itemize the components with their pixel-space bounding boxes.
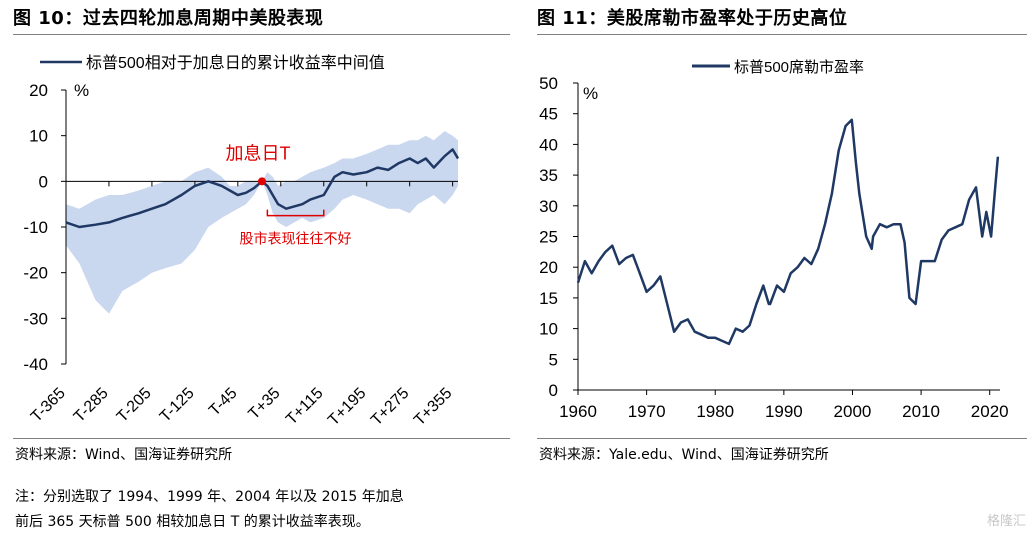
figure-11-title: 图 11：美股席勒市盈率处于历史高位 [537,8,848,29]
return-range-band [66,131,458,314]
y-tick-label: 15 [539,289,558,308]
x-tick-label: T+355 [411,385,455,429]
legend-label: 标普500相对于加息日的累计收益率中间值 [86,54,385,72]
figure-10-title: 图 10：过去四轮加息周期中美股表现 [13,8,324,29]
rate-hike-day-label: 加息日T [226,143,291,163]
legend-label: 标普500席勒市盈率 [734,59,864,76]
y-tick-label: -10 [23,218,48,237]
shiller-pe-line [576,118,1000,346]
x-tick-label: T-285 [71,385,112,426]
rate-hike-day-marker [258,177,266,186]
x-tick-label: 2010 [902,402,940,421]
figure-10-title-rule [13,34,510,35]
y-tick-label: 20 [29,81,48,100]
y-tick-label: 20 [539,258,558,277]
median-return-line [65,148,460,229]
figure-10: 图 10：过去四轮加息周期中美股表现 20 10 0 -10 -20 -30 -40% T-3… [13,8,510,530]
x-tick-label: T+275 [368,385,412,429]
y-tick-label: -40 [23,355,48,374]
x-tick-label: T+195 [325,385,369,429]
figure-11-source: 资料来源：Yale.edu、Wind、国海证券研究所 [539,447,829,463]
x-tick-label: 2000 [834,402,872,421]
y-tick-label: 5 [549,350,558,369]
x-tick-label: 1970 [628,402,666,421]
figure-11-title-rule [537,34,1027,35]
x-tick-label: T-365 [28,385,69,426]
x-tick-label: T+35 [245,385,283,423]
y-unit-label: % [74,81,89,100]
y-tick-label: 50 [539,74,558,93]
y-tick-label: 40 [539,135,558,154]
x-tick-label: T-45 [206,385,241,420]
y-tick-label: 10 [29,127,48,146]
y-tick-label: 0 [39,172,48,191]
figure-10-note-line-1: 注：分别选取了 1994、1999 年、2004 年以及 2015 年加息 [15,489,404,505]
y-tick-label: -20 [23,264,48,283]
watermark-logo: 格隆汇 [986,514,1026,529]
figure-10-source: 资料来源：Wind、国海证券研究所 [15,447,233,463]
y-tick-label: 10 [539,320,558,339]
x-tick-label: 1960 [559,402,597,421]
cumulative-return-chart: 20 10 0 -10 -20 -30 -40% T-365 T-285 T-205 T-125 T-… [23,54,460,429]
x-tick-label: 1990 [765,402,803,421]
y-tick-label: -30 [23,309,48,328]
y-tick-label: 45 [539,105,558,124]
x-tick-label: 1980 [696,402,734,421]
y-tick-label: 25 [539,228,558,247]
x-tick-label: T-205 [114,385,155,426]
x-tick-label: T+115 [283,385,327,429]
y-tick-label: 35 [539,166,558,185]
figure-10-source-rule [13,438,510,439]
x-tick-label: 2020 [971,402,1009,421]
figure-11: 图 11：美股席勒市盈率处于历史高位 50 45 40 35 30 25 20 15 10 5 0%… [516,0,1032,535]
y-unit-label: % [583,84,598,103]
weak-period-bracket [266,209,325,217]
y-tick-label: 0 [549,381,558,400]
weak-period-label: 股市表现往往不好 [240,231,352,247]
y-tick-label: 30 [539,197,558,216]
x-tick-label: T-125 [157,385,198,426]
figure-11-source-rule [537,438,1027,439]
figure-10-note-line-2: 前后 365 天标普 500 相较加息日 T 的累计收益率表现。 [15,514,370,530]
